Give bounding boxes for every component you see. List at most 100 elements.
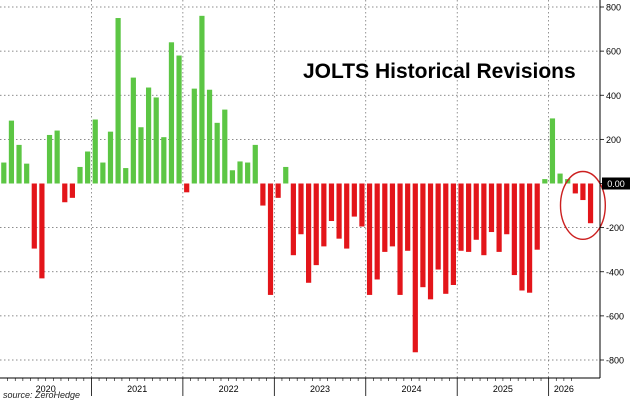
bars [1, 15, 594, 353]
bar [267, 183, 274, 295]
y-tick-label: 400 [606, 91, 621, 101]
bar [473, 183, 479, 240]
bar [389, 183, 396, 247]
bar [511, 183, 517, 276]
bar [92, 119, 98, 184]
bar [252, 144, 258, 184]
bar [77, 166, 83, 184]
bar [298, 183, 304, 235]
bar [481, 183, 487, 256]
bar [260, 183, 266, 206]
y-tick-label: -400 [606, 267, 624, 277]
bar [283, 166, 289, 184]
bar [24, 163, 30, 184]
bar [443, 183, 449, 294]
bar [382, 183, 388, 252]
bar [130, 77, 136, 184]
y-tick-label: 600 [606, 47, 621, 57]
bar [587, 183, 594, 224]
y-tick-label: 800 [606, 3, 621, 13]
bar [580, 183, 586, 201]
bar [496, 183, 502, 252]
bar [572, 183, 578, 194]
bar [39, 183, 45, 279]
bar [107, 131, 114, 184]
bar [557, 173, 563, 184]
bar [526, 183, 533, 293]
chart-title: JOLTS Historical Revisions [303, 60, 576, 83]
bar [534, 183, 540, 250]
bar [351, 183, 357, 217]
bar [1, 162, 7, 184]
bar [488, 183, 495, 233]
source-label: source: ZeroHedge [3, 390, 81, 400]
bar [504, 183, 510, 235]
bar [62, 183, 68, 203]
bar [405, 183, 411, 251]
bar [222, 109, 228, 184]
bar [54, 130, 60, 184]
bar [237, 161, 243, 184]
bar [420, 183, 426, 288]
y-tick-label: 200 [606, 135, 621, 145]
bar [214, 122, 220, 184]
y-tick-label: -800 [606, 356, 624, 366]
bar [138, 127, 144, 184]
bar [344, 183, 350, 249]
bar [184, 183, 190, 193]
y-tick-label: -600 [606, 311, 624, 321]
bar [245, 162, 251, 184]
bar [8, 120, 15, 184]
bar [336, 183, 342, 239]
bar [321, 183, 327, 247]
bar [458, 183, 464, 251]
bar [366, 183, 373, 295]
bar [450, 183, 456, 285]
bar [206, 89, 213, 184]
current-value-box [602, 177, 630, 190]
bar [31, 183, 37, 249]
bar [397, 183, 403, 295]
year-label: 2025 [493, 384, 513, 394]
bar [466, 183, 472, 252]
axes: 2020 2021 2022 2023 2024 2025 2026 800 600 400 200… [0, 0, 630, 396]
bar [123, 168, 129, 184]
bar [168, 42, 175, 184]
bar [519, 183, 525, 291]
bar [359, 183, 365, 227]
bar [199, 15, 205, 184]
bar [191, 88, 197, 184]
bar [176, 55, 182, 184]
year-label: 2023 [310, 384, 330, 394]
bar [153, 97, 159, 184]
y-tick-label: -200 [606, 223, 624, 233]
bar [290, 183, 296, 256]
bar [275, 183, 281, 198]
y-tick-label: 0.00 [607, 179, 625, 189]
bar [427, 183, 434, 300]
bar [100, 162, 106, 184]
bar [549, 118, 556, 184]
bar [542, 179, 548, 184]
bar [306, 183, 312, 283]
year-label: 2024 [401, 384, 421, 394]
bar [145, 87, 152, 184]
bar [16, 144, 22, 184]
bar [115, 18, 121, 184]
bar [328, 183, 335, 222]
bar [313, 183, 319, 266]
bar [46, 134, 53, 184]
year-label: 2020 [36, 384, 56, 394]
bar [85, 151, 91, 184]
bar [412, 183, 418, 353]
year-label: 2022 [219, 384, 239, 394]
year-label: 2021 [127, 384, 147, 394]
year-label: 2026 [554, 384, 574, 394]
bar [161, 137, 167, 184]
bar [229, 170, 236, 184]
highlight-circle [559, 170, 606, 241]
bar [374, 183, 380, 280]
bar [435, 183, 441, 270]
